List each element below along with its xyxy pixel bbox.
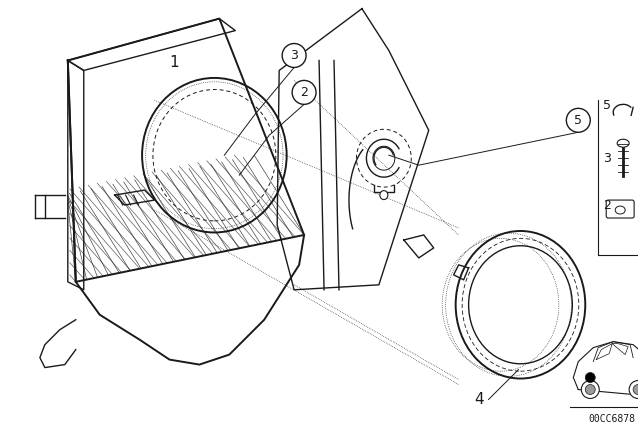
Text: 1: 1 — [170, 55, 179, 70]
Text: 3: 3 — [290, 49, 298, 62]
Circle shape — [633, 384, 640, 395]
Circle shape — [629, 380, 640, 398]
Ellipse shape — [380, 190, 388, 199]
Text: 5: 5 — [604, 99, 611, 112]
Circle shape — [585, 373, 595, 383]
Circle shape — [292, 81, 316, 104]
Text: 4: 4 — [474, 392, 483, 407]
Circle shape — [566, 108, 590, 132]
Circle shape — [581, 380, 599, 398]
Text: 3: 3 — [604, 152, 611, 165]
Text: 2: 2 — [604, 198, 611, 211]
Circle shape — [585, 384, 595, 395]
Text: 5: 5 — [574, 114, 582, 127]
FancyBboxPatch shape — [606, 200, 634, 218]
Text: 00CC6878: 00CC6878 — [589, 414, 636, 424]
Ellipse shape — [615, 206, 625, 214]
Ellipse shape — [617, 139, 629, 147]
Text: 2: 2 — [300, 86, 308, 99]
Circle shape — [282, 43, 306, 68]
